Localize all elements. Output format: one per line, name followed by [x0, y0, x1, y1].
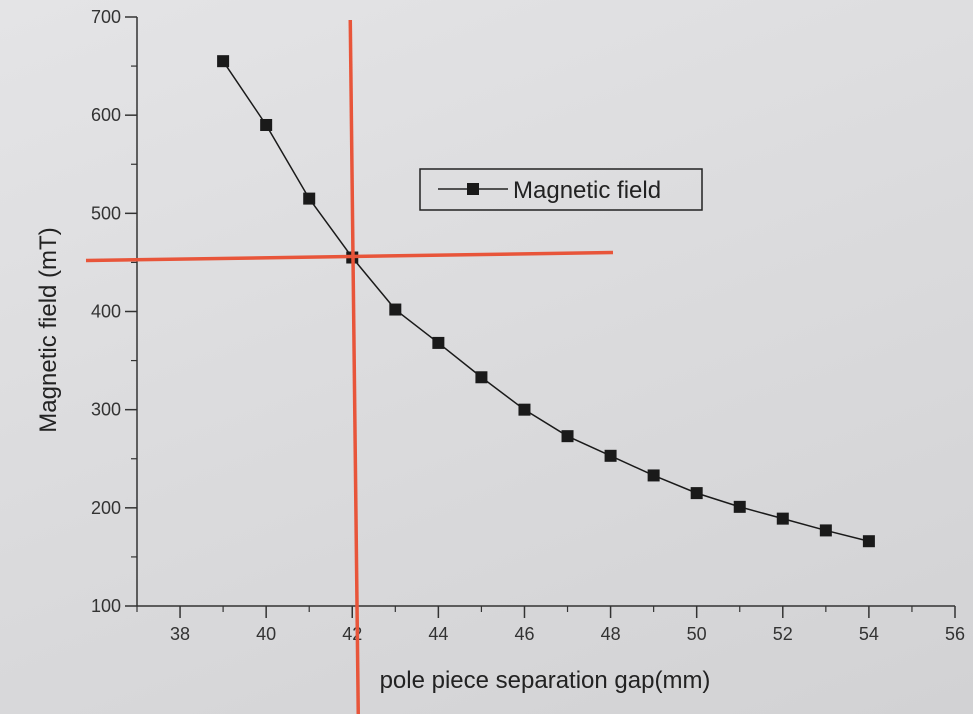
data-point: [260, 118, 273, 131]
x-tick-label: 48: [601, 624, 621, 644]
legend-marker: [467, 183, 479, 195]
x-tick-label: 38: [170, 624, 190, 644]
annotation-layer: [85, 19, 614, 714]
y-tick-label: 200: [91, 498, 121, 518]
series-layer: [217, 55, 875, 548]
x-tick-label: 50: [687, 624, 707, 644]
data-point: [475, 371, 488, 384]
series-line: [222, 60, 870, 542]
x-tick-label: 56: [945, 624, 965, 644]
y-axis-title: Magnetic field (mT): [35, 227, 62, 432]
x-tick-label: 54: [859, 624, 879, 644]
data-point: [217, 55, 230, 68]
data-point: [561, 430, 574, 443]
data-point: [819, 524, 832, 537]
y-tick-label: 100: [91, 596, 121, 616]
x-tick-label: 52: [773, 624, 793, 644]
legend-box: [419, 168, 703, 211]
x-tick-label: 44: [428, 624, 448, 644]
data-point: [432, 336, 445, 349]
data-point: [389, 303, 402, 316]
y-tick-label: 400: [91, 302, 121, 322]
legend-label: Magnetic field: [513, 177, 661, 204]
axes: [136, 17, 955, 607]
x-tick-label: 40: [256, 624, 276, 644]
data-point: [690, 487, 703, 500]
ticks: 100 200 300 400 500 600 700 38 40 42 44 46 48 50 52 54 5…: [91, 7, 965, 644]
legend: Magnetic field: [419, 168, 703, 211]
data-point: [862, 535, 875, 548]
y-tick-label: 700: [91, 7, 121, 27]
x-tick-label: 46: [514, 624, 534, 644]
y-tick-label: 300: [91, 400, 121, 420]
data-point: [303, 192, 316, 205]
data-point: [776, 512, 789, 525]
data-point: [647, 469, 660, 482]
data-point: [733, 500, 746, 513]
data-point: [518, 403, 531, 416]
x-axis-title: pole piece separation gap(mm): [380, 667, 711, 694]
data-point: [604, 449, 617, 462]
y-tick-label: 600: [91, 105, 121, 125]
horizontal-marker-line: [85, 250, 614, 263]
y-tick-label: 500: [91, 203, 121, 223]
x-tick-label: 42: [342, 624, 362, 644]
vertical-marker-line: [348, 19, 361, 714]
